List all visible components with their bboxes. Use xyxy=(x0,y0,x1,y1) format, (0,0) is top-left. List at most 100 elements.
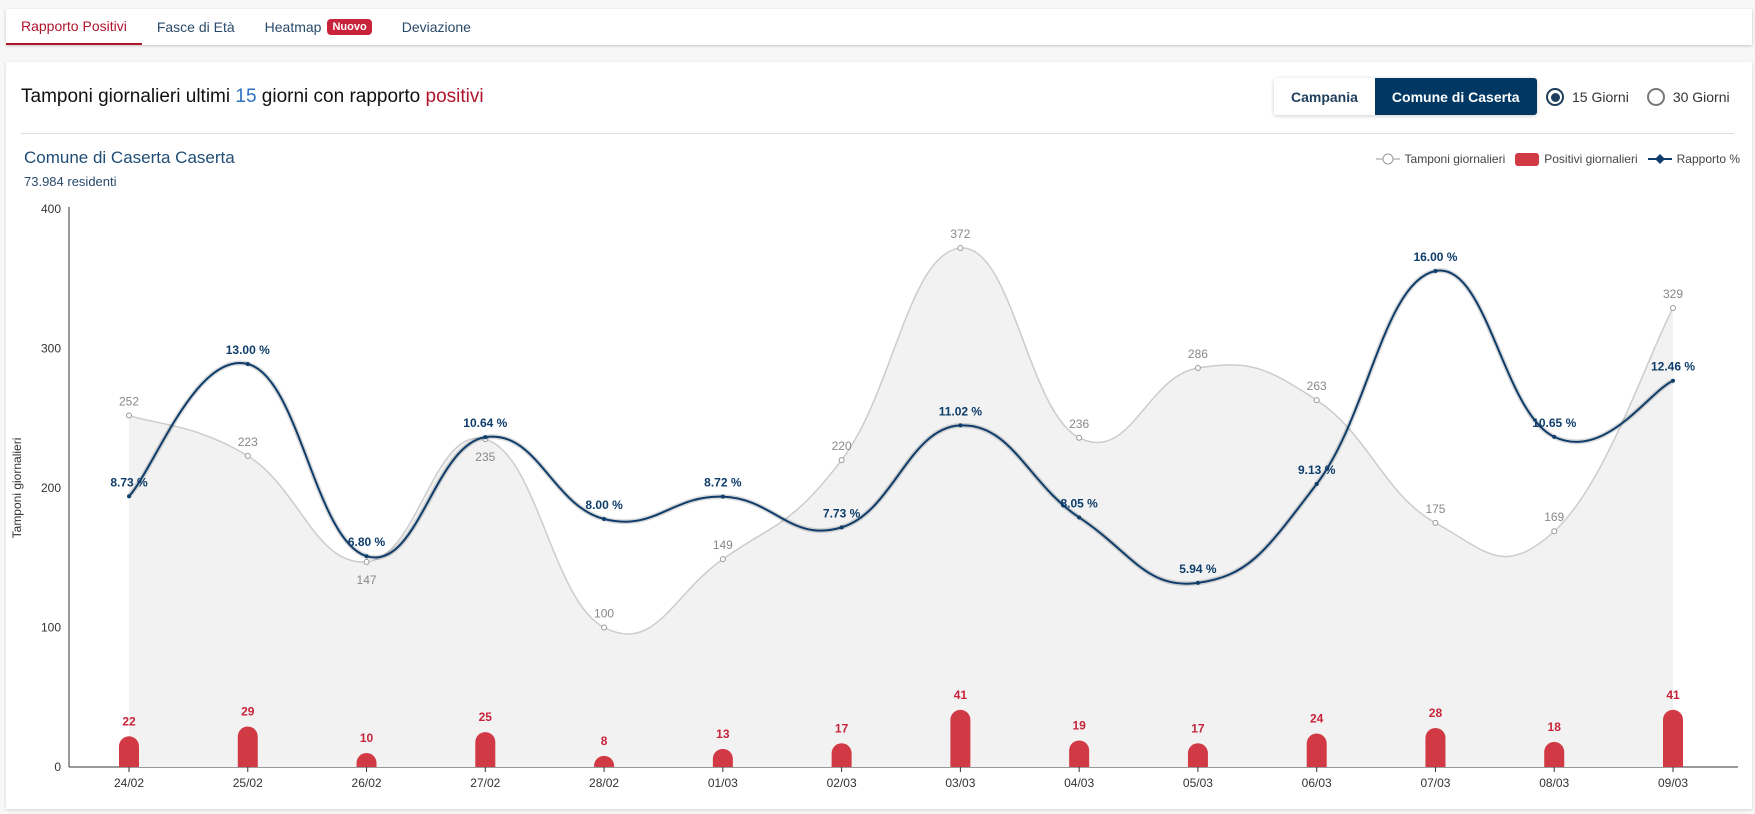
ratio-label: 12.46 % xyxy=(1651,360,1695,374)
ratio-label: 8.05 % xyxy=(1060,496,1098,510)
tamponi-point xyxy=(1432,519,1439,526)
ratio-label: 7.73 % xyxy=(823,506,861,520)
positivi-bar xyxy=(356,753,377,767)
chart-subtitle: 73.984 residenti xyxy=(24,174,117,189)
positivi-label: 24 xyxy=(1310,712,1324,726)
comune-button[interactable]: Comune di Caserta xyxy=(1374,78,1537,115)
radio-checked-icon xyxy=(1546,88,1564,106)
positivi-label: 13 xyxy=(716,727,730,741)
tab-heatmap[interactable]: Heatmap Nuovo xyxy=(250,9,387,45)
x-tick-label: 28/02 xyxy=(589,776,619,790)
ratio-point xyxy=(245,362,250,366)
x-tick-label: 03/03 xyxy=(945,776,975,790)
x-tick-label: 01/03 xyxy=(708,776,738,790)
tamponi-point xyxy=(601,624,608,631)
positivi-label: 10 xyxy=(360,731,374,745)
y-tick-label: 100 xyxy=(41,621,61,635)
y-tick-label: 200 xyxy=(41,481,61,495)
radio-30-giorni[interactable]: 30 Giorni xyxy=(1646,88,1730,106)
x-tick-label: 09/03 xyxy=(1658,776,1688,790)
ratio-point xyxy=(720,494,725,499)
title-part: giorni con rapporto xyxy=(256,86,426,107)
legend-positivi[interactable]: Positivi giornalieri xyxy=(1515,152,1638,166)
campania-button[interactable]: Campania xyxy=(1274,78,1375,115)
ratio-label: 13.00 % xyxy=(226,343,270,357)
tamponi-label: 236 xyxy=(1069,417,1089,431)
positivi-bar xyxy=(119,736,139,767)
positivi-bar xyxy=(1187,743,1208,767)
ratio-point xyxy=(1671,378,1675,383)
ratio-label: 16.00 % xyxy=(1413,250,1457,264)
circle-line-icon xyxy=(1375,153,1400,165)
tamponi-point xyxy=(719,556,726,563)
tamponi-point xyxy=(957,245,964,252)
legend-tamponi[interactable]: Tamponi giornalieri xyxy=(1375,152,1506,166)
positivi-label: 22 xyxy=(122,714,136,728)
tamponi-label: 235 xyxy=(475,450,495,464)
tab-deviazione[interactable]: Deviazione xyxy=(401,19,471,35)
tab-heatmap-label: Heatmap xyxy=(264,19,322,35)
tab-rapporto-positivi[interactable]: Rapporto Positivi xyxy=(6,9,142,45)
positivi-bar xyxy=(950,709,971,767)
radio-label: 15 Giorni xyxy=(1572,89,1629,105)
tamponi-label: 175 xyxy=(1425,502,1445,516)
period-radio-group: 15 Giorni 30 Giorni xyxy=(1546,88,1730,106)
x-tick-label: 02/03 xyxy=(827,776,857,790)
ratio-label: 8.73 % xyxy=(110,475,148,489)
ratio-label: 8.72 % xyxy=(704,476,742,490)
tamponi-point xyxy=(1670,305,1676,312)
x-tick-label: 08/03 xyxy=(1539,776,1569,790)
page-title: Tamponi giornalieri ultimi 15 giorni con… xyxy=(21,86,484,108)
positivi-bar xyxy=(1306,733,1327,767)
y-tick-label: 400 xyxy=(41,202,61,216)
x-tick-label: 26/02 xyxy=(352,776,382,790)
ratio-point xyxy=(1195,580,1200,585)
tamponi-point xyxy=(1551,528,1558,535)
tamponi-point xyxy=(1313,397,1320,404)
radio-unchecked-icon xyxy=(1646,88,1665,106)
tamponi-label: 169 xyxy=(1544,510,1564,524)
ratio-point xyxy=(839,525,844,530)
chart-title: Comune di Caserta Caserta xyxy=(24,148,235,167)
tamponi-label: 286 xyxy=(1188,347,1208,361)
bar-swatch-icon xyxy=(1515,152,1540,166)
tamponi-point xyxy=(363,558,370,565)
radio-15-giorni[interactable]: 15 Giorni xyxy=(1546,88,1629,106)
positivi-bar xyxy=(831,743,852,767)
legend-label: Positivi giornalieri xyxy=(1544,152,1638,166)
ratio-point xyxy=(1433,269,1438,273)
title-positivi: positivi xyxy=(425,86,484,107)
ratio-point xyxy=(1314,481,1319,486)
positivi-label: 19 xyxy=(1072,718,1086,732)
positivi-bar xyxy=(475,732,496,767)
x-tick-label: 06/03 xyxy=(1302,776,1332,790)
ratio-point xyxy=(127,494,131,499)
x-tick-label: 24/02 xyxy=(114,776,144,790)
ratio-label: 9.13 % xyxy=(1298,463,1336,477)
tamponi-label: 329 xyxy=(1663,287,1683,301)
y-axis-title: Tamponi giornalieri xyxy=(10,438,24,539)
tamponi-label: 220 xyxy=(832,439,852,453)
positivi-bar xyxy=(1544,741,1565,767)
positivi-bar xyxy=(594,755,615,767)
positivi-label: 17 xyxy=(1191,721,1205,735)
tab-fasce-eta[interactable]: Fasce di Età xyxy=(156,19,235,35)
tamponi-label: 100 xyxy=(594,607,614,621)
tamponi-point xyxy=(126,412,132,419)
ratio-point xyxy=(483,435,488,440)
tamponi-label: 223 xyxy=(238,435,258,449)
positivi-bar xyxy=(237,726,258,767)
legend: Tamponi giornalieri Positivi giornalieri… xyxy=(1375,152,1740,166)
ratio-point xyxy=(364,554,369,559)
positivi-bar xyxy=(1069,740,1090,767)
positivi-label: 41 xyxy=(954,688,968,702)
diamond-line-icon xyxy=(1647,154,1672,164)
tamponi-point xyxy=(838,457,845,464)
ratio-point xyxy=(1552,434,1557,439)
legend-rapporto[interactable]: Rapporto % xyxy=(1647,152,1740,166)
title-part: Tamponi giornalieri ultimi xyxy=(21,86,236,107)
legend-label: Tamponi giornalieri xyxy=(1404,152,1506,166)
x-tick-label: 25/02 xyxy=(233,776,263,790)
x-tick-label: 27/02 xyxy=(470,776,500,790)
